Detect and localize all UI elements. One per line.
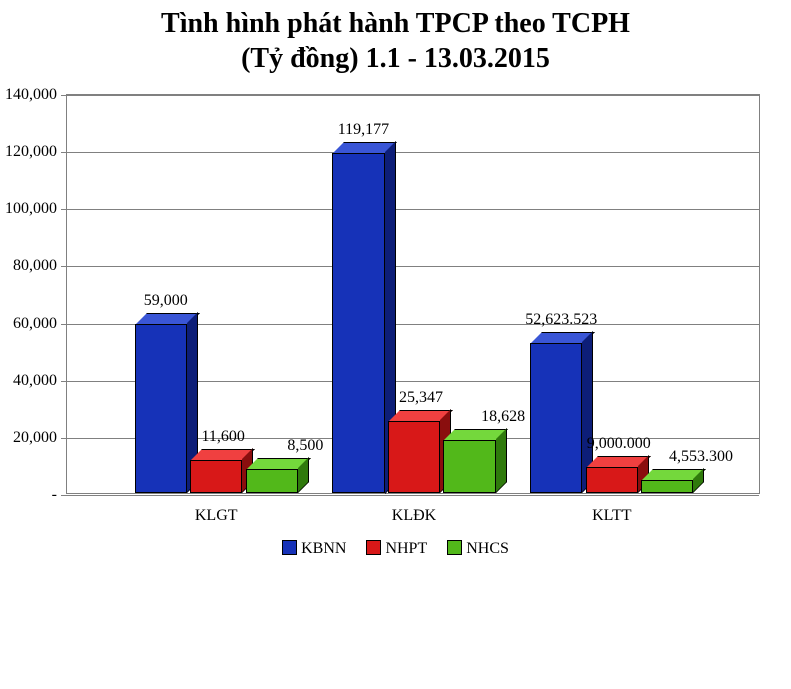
plot-surface: -20,00040,00060,00080,000100,000120,0001… [67,95,759,493]
bar-nhpt [388,421,440,493]
grid-line [67,266,759,267]
y-axis-label: 140,000 [5,86,67,104]
y-axis-label: 20,000 [13,429,67,447]
bar-value-label: 8,500 [287,437,323,455]
bar-nhpt [586,467,638,493]
bar-value-label: 52,623.523 [525,311,597,329]
chart-title-line-2: (Tỷ đồng) 1.1 - 13.03.2015 [0,41,791,76]
legend-label: KBNN [301,540,346,557]
bar-nhpt [190,460,242,493]
legend-item-nhpt: NHPT [366,540,427,558]
legend-swatch-icon [282,540,297,555]
legend-label: NHPT [385,540,427,557]
bar-kbnn [135,324,187,493]
x-axis-label: KLTT [592,493,631,525]
y-axis-label: - [52,486,67,504]
legend-item-kbnn: KBNN [282,540,346,558]
x-axis-label: KLĐK [392,493,436,525]
legend-swatch-icon [366,540,381,555]
grid-line [67,95,759,96]
grid-line [67,152,759,153]
y-axis-label: 120,000 [5,143,67,161]
bar-nhcs [641,480,693,493]
legend-swatch-icon [447,540,462,555]
y-axis-label: 60,000 [13,315,67,333]
bar-value-label: 18,628 [481,408,525,426]
bar-value-label: 59,000 [144,292,188,310]
x-axis-label: KLGT [195,493,238,525]
bar-kbnn [530,343,582,493]
grid-line [67,209,759,210]
bar-nhcs [443,440,495,493]
bar-value-label: 11,600 [202,428,245,446]
legend-item-nhcs: NHCS [447,540,509,558]
bar-value-label: 4,553.300 [669,448,733,466]
bar-side-face [496,428,507,493]
bar-value-label: 9,000.000 [587,435,651,453]
legend-label: NHCS [466,540,509,557]
y-axis-label: 80,000 [13,257,67,275]
y-axis-label: 100,000 [5,200,67,218]
y-axis-label: 40,000 [13,372,67,390]
bar-value-label: 119,177 [338,121,389,139]
bar-nhcs [246,469,298,493]
chart-title: Tình hình phát hành TPCP theo TCPH (Tỷ đ… [0,0,791,76]
bar-kbnn [332,153,384,494]
chart-plot-area: -20,00040,00060,00080,000100,000120,0001… [66,94,760,494]
chart-title-line-1: Tình hình phát hành TPCP theo TCPH [0,6,791,41]
bar-value-label: 25,347 [399,389,443,407]
